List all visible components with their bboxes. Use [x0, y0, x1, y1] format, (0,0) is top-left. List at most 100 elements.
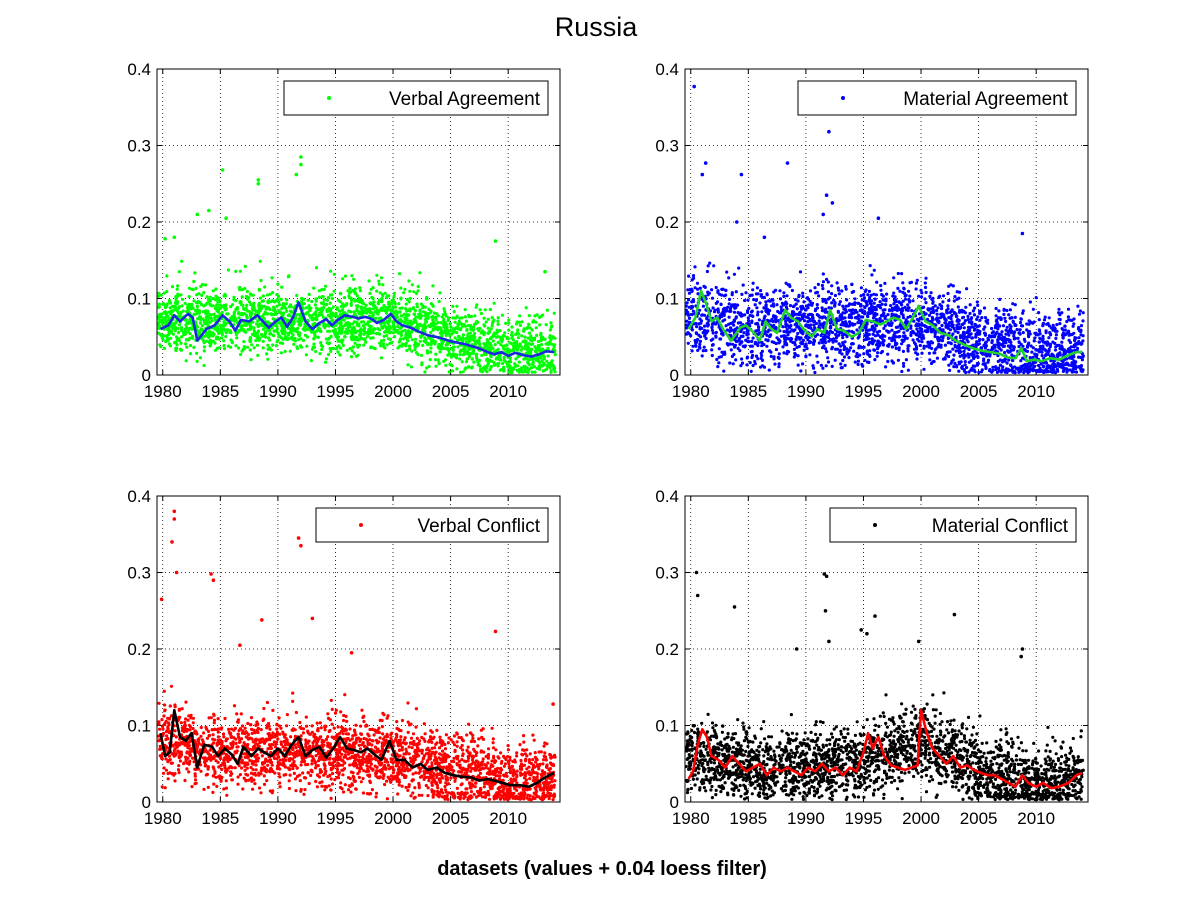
data-point: [897, 315, 901, 319]
data-point: [176, 327, 180, 331]
data-point: [263, 285, 267, 289]
data-point: [931, 308, 935, 313]
data-point: [701, 304, 706, 308]
data-point: [496, 364, 500, 368]
data-point: [884, 365, 888, 369]
data-point: [383, 291, 387, 295]
data-point: [531, 360, 535, 364]
data-point: [1040, 354, 1044, 358]
data-point: [493, 343, 497, 347]
data-point: [254, 339, 258, 343]
data-point: [235, 306, 239, 310]
x-tick-label: 2005: [960, 382, 998, 401]
data-point: [801, 291, 805, 295]
data-point: [344, 303, 348, 307]
data-point: [418, 324, 422, 328]
data-point: [708, 261, 712, 265]
data-point: [291, 333, 295, 337]
data-point: [392, 291, 396, 295]
data-point: [275, 293, 279, 297]
data-point: [750, 319, 754, 323]
data-point: [909, 326, 913, 330]
data-point: [1060, 311, 1064, 315]
data-point: [858, 308, 862, 313]
data-point: [1033, 364, 1037, 368]
data-point: [1056, 354, 1060, 358]
data-point: [415, 291, 419, 296]
data-point: [844, 284, 848, 289]
data-point: [853, 360, 857, 364]
data-point: [431, 303, 435, 307]
data-point: [998, 363, 1003, 367]
data-point: [443, 358, 448, 362]
data-point: [764, 310, 769, 314]
data-point: [862, 352, 866, 356]
data-point: [280, 307, 284, 311]
data-point: [1074, 370, 1079, 374]
data-point: [161, 302, 165, 306]
data-point: [436, 321, 440, 325]
data-point: [341, 277, 345, 281]
data-point: [690, 300, 694, 304]
data-point: [179, 341, 183, 345]
data-point: [371, 303, 375, 307]
data-point: [376, 302, 380, 306]
data-point: [944, 318, 948, 322]
data-point: [1068, 356, 1072, 360]
data-point: [773, 362, 777, 366]
data-point: [882, 326, 886, 330]
data-point: [901, 290, 905, 294]
data-point: [514, 332, 518, 336]
data-point: [1058, 318, 1062, 322]
data-point: [418, 271, 422, 275]
data-point: [746, 309, 750, 313]
data-point: [197, 292, 201, 296]
data-point: [163, 315, 167, 320]
data-point: [248, 300, 252, 304]
data-point: [371, 286, 375, 290]
data-point: [1048, 344, 1052, 349]
data-point: [453, 336, 457, 340]
data-point: [744, 338, 748, 342]
data-point: [945, 350, 949, 354]
data-point: [765, 293, 769, 297]
data-point: [696, 287, 700, 291]
data-point: [549, 338, 553, 342]
data-point: [399, 333, 403, 337]
x-tick-label: 1980: [144, 382, 182, 401]
data-point: [361, 320, 366, 324]
data-point: [797, 294, 801, 299]
data-point: [380, 325, 384, 329]
data-point: [843, 345, 847, 349]
data-point: [959, 350, 963, 354]
data-point: [263, 332, 267, 336]
data-point: [427, 307, 431, 311]
data-point: [348, 347, 352, 351]
data-point: [1067, 350, 1071, 354]
data-point: [986, 336, 990, 341]
data-point: [1012, 348, 1016, 352]
data-point: [413, 337, 418, 341]
data-point: [264, 307, 268, 311]
data-point: [879, 288, 883, 292]
data-point: [319, 308, 323, 312]
data-point: [961, 315, 966, 319]
data-point: [503, 359, 507, 363]
data-point: [861, 364, 865, 368]
data-point: [360, 299, 365, 303]
data-point: [967, 320, 971, 324]
data-point: [415, 302, 419, 306]
data-point: [943, 343, 948, 347]
data-point: [1047, 336, 1051, 340]
data-point: [935, 312, 939, 316]
data-point: [978, 318, 982, 322]
data-point: [268, 292, 272, 296]
data-point: [955, 297, 959, 301]
data-point: [802, 300, 806, 304]
data-point: [997, 336, 1001, 341]
data-point: [873, 358, 877, 362]
data-point: [431, 284, 435, 288]
data-point: [259, 278, 263, 283]
data-point: [434, 358, 438, 362]
data-point: [537, 364, 541, 368]
